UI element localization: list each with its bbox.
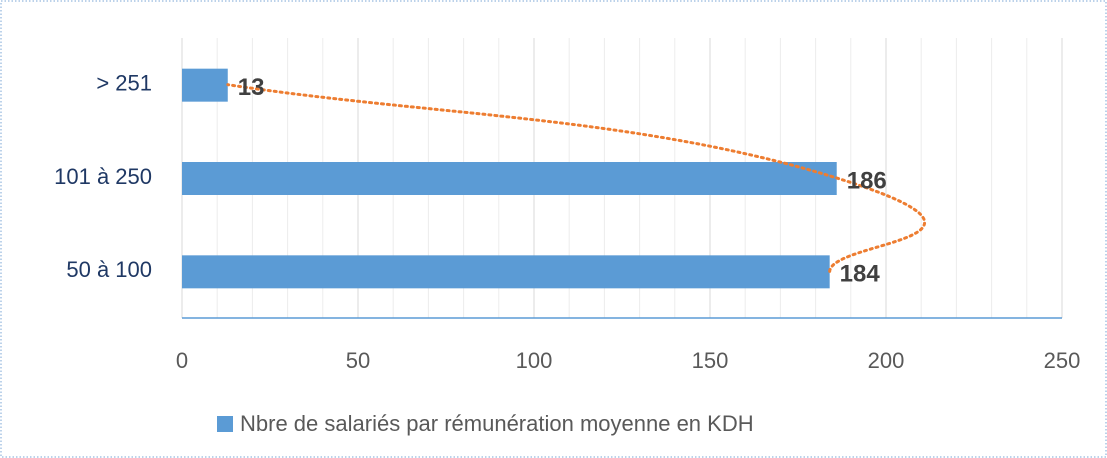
legend-label: Nbre de salariés par rémunération moyenn… bbox=[240, 411, 754, 436]
x-tick-label: 100 bbox=[516, 348, 553, 373]
x-tick-label: 250 bbox=[1044, 348, 1081, 373]
y-tick-label: 50 à 100 bbox=[66, 257, 152, 282]
y-tick-label: 101 à 250 bbox=[54, 164, 152, 189]
data-label: 13 bbox=[238, 74, 265, 101]
bar bbox=[182, 162, 837, 195]
trend-line bbox=[226, 83, 927, 273]
x-tick-label: 150 bbox=[692, 348, 729, 373]
legend-swatch bbox=[217, 416, 233, 432]
x-tick-label: 50 bbox=[346, 348, 370, 373]
bar bbox=[182, 68, 228, 102]
x-tick-label: 0 bbox=[176, 348, 188, 373]
bar bbox=[182, 255, 830, 289]
x-tick-label: 200 bbox=[868, 348, 905, 373]
data-label: 184 bbox=[840, 261, 881, 288]
y-tick-label: > 251 bbox=[96, 70, 152, 95]
data-label: 186 bbox=[847, 167, 887, 194]
